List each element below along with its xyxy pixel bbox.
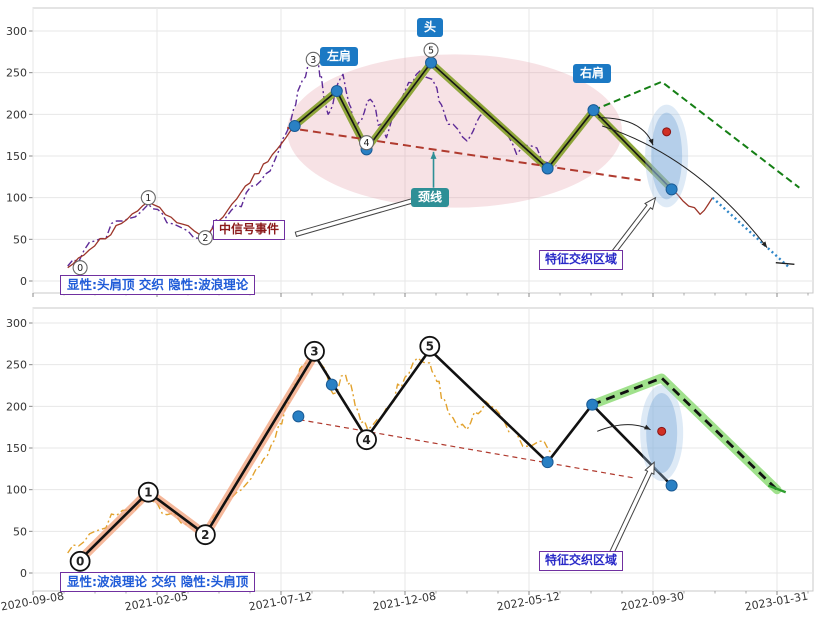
x-tick-label: 2022-09-30 [620, 590, 685, 614]
pivot-dot [541, 162, 554, 175]
y-tick-label: 200 [6, 108, 27, 121]
wave-number-marker [137, 481, 159, 503]
x-tick-label: 2021-02-05 [124, 590, 189, 614]
pointer-curve [602, 125, 768, 248]
wave-number-marker [72, 260, 88, 276]
svg-text:0: 0 [76, 555, 84, 569]
neckline-badge: 颈线 [411, 188, 450, 207]
series-neckline-dashed [287, 126, 641, 182]
head-badge: 头 [417, 18, 444, 37]
signal-red-dot [662, 127, 672, 137]
signal-red-dot [657, 426, 667, 436]
svg-text:3: 3 [310, 345, 318, 359]
wave-number-marker [197, 230, 213, 246]
y-tick-label: 300 [6, 317, 27, 330]
svg-text:3: 3 [310, 55, 316, 66]
y-tick-label: 100 [6, 484, 27, 497]
x-tick-label: 2021-12-08 [372, 590, 437, 614]
svg-text:4: 4 [364, 138, 370, 149]
wave-number-marker [359, 135, 375, 151]
y-tick-label: 50 [13, 525, 27, 538]
pattern-region-ellipse [287, 54, 622, 208]
y-tick-label: 300 [6, 25, 27, 38]
svg-text:1: 1 [145, 193, 151, 204]
series-end-tick [775, 262, 795, 265]
svg-text:5: 5 [428, 46, 434, 57]
pivot-dot [325, 378, 338, 391]
series-end-tick-green [767, 484, 787, 494]
svg-text:4: 4 [362, 433, 370, 447]
pivot-dot [292, 410, 305, 423]
wave-number-marker [69, 550, 91, 572]
wave-number-marker [304, 340, 325, 362]
wave-number-marker [194, 524, 216, 546]
series-price-purple-dashdot [67, 53, 557, 267]
pattern-label-bottom: 显性:波浪理论 交织 隐性:头肩顶 [60, 572, 256, 593]
left-shoulder-badge: 左肩 [320, 47, 359, 66]
feature-zone-label-top: 特征交织区域 [539, 250, 624, 270]
pivot-dot [541, 456, 554, 469]
y-tick-label: 250 [6, 67, 27, 80]
series-forecast-green-dashed [593, 80, 800, 189]
mid-signal-event-label: 中信号事件 [213, 220, 286, 240]
series-forecast-blue-dotted [711, 196, 791, 269]
svg-text:5: 5 [426, 340, 434, 354]
svg-text:2: 2 [202, 233, 208, 244]
wave-number-marker [356, 429, 377, 451]
x-tick-label: 2021-07-12 [248, 590, 313, 614]
pivot-dot [665, 183, 678, 196]
pivot-dot [288, 120, 301, 132]
x-tick-label: 2022-05-12 [496, 590, 561, 614]
pivot-dot [586, 398, 599, 411]
pivot-dot [665, 479, 678, 492]
feature-zone-label-bottom: 特征交织区域 [539, 551, 624, 571]
feature-zone-glow [645, 104, 689, 208]
series-forecast-black-dashed [591, 376, 778, 491]
y-tick-label: 250 [6, 359, 27, 372]
svg-text:2: 2 [201, 528, 209, 542]
svg-text:0: 0 [77, 263, 83, 274]
y-tick-label: 0 [20, 275, 27, 288]
wave-number-marker [419, 335, 441, 357]
pivot-dot [587, 104, 600, 117]
y-tick-label: 0 [20, 567, 27, 580]
pattern-label-top: 显性:头肩顶 交织 隐性:波浪理论 [60, 275, 256, 296]
callout-arrow [608, 461, 655, 557]
y-tick-label: 150 [6, 442, 27, 455]
series-neckline-dashed [299, 419, 635, 479]
wave-number-marker [140, 190, 156, 206]
y-tick-label: 50 [13, 233, 27, 246]
y-tick-label: 200 [6, 400, 27, 413]
callout-arrow [608, 196, 657, 258]
x-tick-label: 2023-01-31 [744, 590, 809, 614]
right-shoulder-badge: 右肩 [573, 64, 612, 83]
svg-text:1: 1 [144, 485, 152, 499]
wave-number-marker [423, 42, 439, 58]
pivot-dot [425, 56, 438, 69]
y-tick-label: 100 [6, 192, 27, 205]
pivot-dot [330, 85, 343, 97]
y-tick-label: 150 [6, 150, 27, 163]
